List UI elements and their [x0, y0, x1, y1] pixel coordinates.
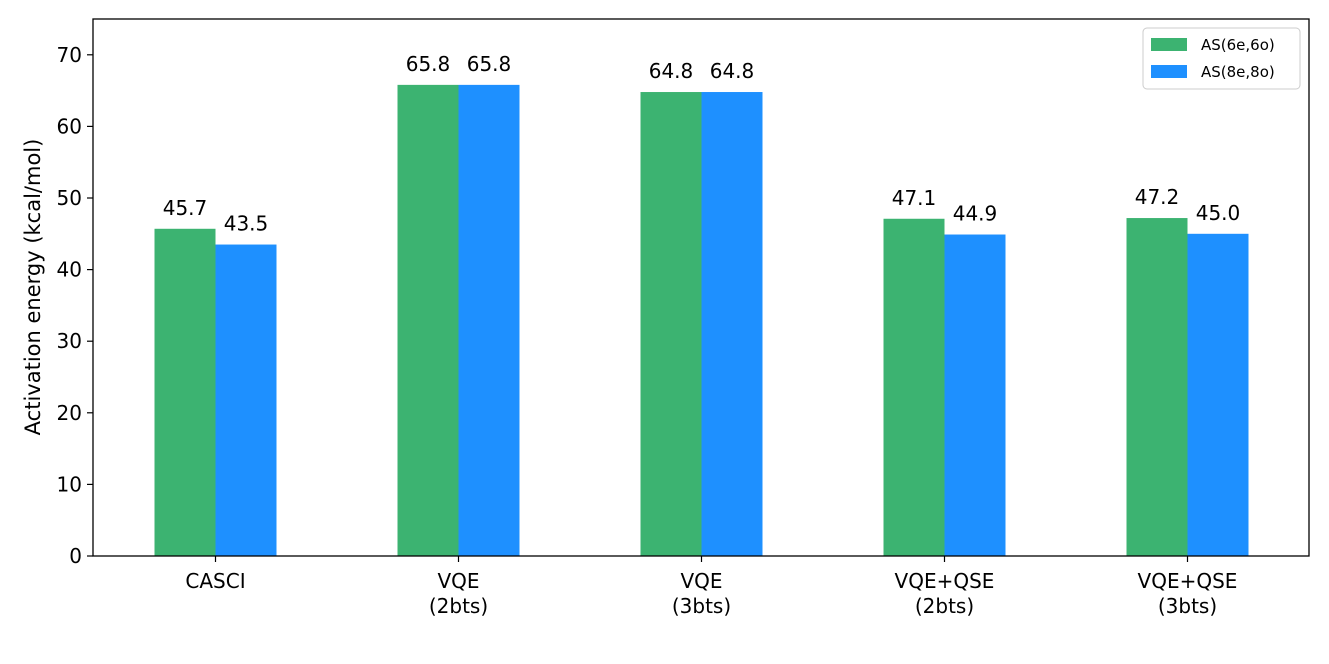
legend-label: AS(6e,6o) [1201, 36, 1275, 54]
axes-frame [92, 18, 1310, 557]
bar-value-label: 47.1 [892, 186, 937, 210]
y-tick-label: 0 [69, 544, 82, 568]
y-tick-label: 50 [57, 186, 82, 210]
bar-value-label: 44.9 [953, 202, 998, 226]
x-tick-label: VQE+QSE [1138, 569, 1238, 593]
bar [458, 84, 520, 556]
x-tick-label: VQE+QSE [895, 569, 995, 593]
bar [1187, 233, 1249, 557]
x-tick-label: (3bts) [672, 594, 731, 618]
legend-swatch [1151, 38, 1187, 51]
bar [1126, 218, 1188, 556]
bar [154, 228, 216, 556]
x-tick-label: VQE [680, 569, 722, 593]
y-tick-label: 30 [57, 329, 82, 353]
y-tick-label: 40 [57, 258, 82, 282]
y-tick-label: 60 [57, 114, 82, 138]
bar [944, 234, 1006, 557]
x-tick-label: (2bts) [429, 594, 488, 618]
bar [215, 244, 277, 557]
y-tick-label: 20 [57, 401, 82, 425]
y-axis-label: Activation energy (kcal/mol) [21, 139, 45, 436]
bar-value-label: 64.8 [649, 59, 694, 83]
bar [640, 92, 702, 557]
legend: AS(6e,6o) AS(8e,8o) [1142, 27, 1301, 90]
x-tick-label: VQE [437, 569, 479, 593]
bar-value-label: 65.8 [406, 52, 451, 76]
legend-label: AS(8e,8o) [1201, 63, 1275, 81]
legend-swatch [1151, 65, 1187, 78]
bar [883, 218, 945, 556]
bar [701, 92, 763, 557]
bar-value-label: 45.0 [1196, 201, 1241, 225]
bar-value-label: 65.8 [467, 52, 512, 76]
x-tick-label: (3bts) [1158, 594, 1217, 618]
y-tick-label: 70 [57, 43, 82, 67]
x-tick-label: CASCI [185, 569, 245, 593]
bar-value-label: 45.7 [163, 196, 208, 220]
bar [397, 84, 459, 556]
x-tick-label: (2bts) [915, 594, 974, 618]
bar-value-label: 43.5 [224, 212, 269, 236]
bar-value-label: 47.2 [1135, 185, 1180, 209]
y-tick-label: 10 [57, 472, 82, 496]
bar-value-label: 64.8 [710, 59, 755, 83]
